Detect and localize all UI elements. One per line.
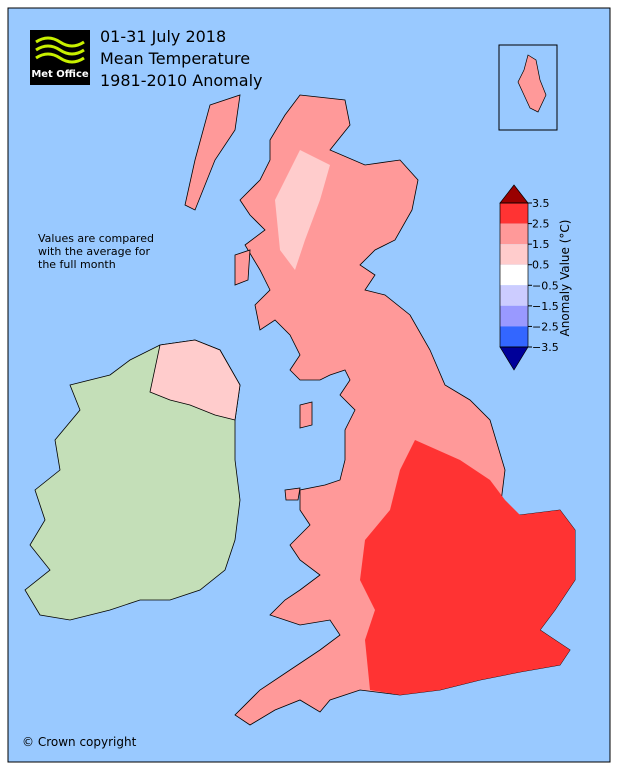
colorbar-segment — [500, 244, 528, 265]
ireland — [24, 339, 241, 621]
island — [234, 249, 251, 286]
highland-region — [275, 150, 330, 270]
note-line: the full month — [38, 258, 116, 271]
northern-ireland — [149, 339, 241, 421]
note-line: with the average for — [38, 245, 151, 258]
colorbar-tick-label: −0.5 — [532, 279, 559, 292]
island — [184, 94, 241, 211]
colorbar-tick-label: −1.5 — [532, 300, 559, 313]
colorbar-tick-label: 2.5 — [532, 218, 550, 231]
title-line: 01-31 July 2018 — [100, 27, 226, 46]
colorbar: 3.5 2.5 1.5 0.5 −0.5 −1.5 −2.5 −3.5 — [499, 184, 559, 371]
shetland — [517, 54, 547, 113]
land — [24, 94, 576, 726]
colorbar-segment — [500, 223, 528, 245]
colorbar-tick-label: 3.5 — [532, 197, 550, 210]
colorbar-tick-label: −2.5 — [532, 320, 559, 333]
island — [284, 487, 301, 501]
colorbar-label: Anomaly Value (°C) — [558, 220, 572, 337]
warm-region — [360, 440, 575, 695]
copyright: © Crown copyright — [22, 735, 137, 749]
note-line: Values are compared — [38, 232, 154, 245]
colorbar-segment — [500, 326, 528, 347]
colorbar-outline — [499, 202, 529, 348]
island — [299, 401, 313, 429]
colorbar-segment — [500, 264, 528, 286]
colorbar-segment — [500, 285, 528, 306]
title-line: 1981-2010 Anomaly — [100, 71, 262, 90]
logo-waves — [35, 36, 85, 64]
colorbar-tick-label: −3.5 — [532, 341, 559, 354]
logo: Met Office — [30, 30, 90, 85]
logo-text: Met Office — [31, 69, 89, 80]
title-line: Mean Temperature — [100, 49, 250, 68]
colorbar-segment — [500, 203, 528, 224]
colorbar-segment — [500, 305, 528, 327]
inset — [498, 44, 558, 131]
colorbar-tick-label: 1.5 — [532, 238, 550, 251]
colorbar-tick-label: 0.5 — [532, 259, 550, 272]
